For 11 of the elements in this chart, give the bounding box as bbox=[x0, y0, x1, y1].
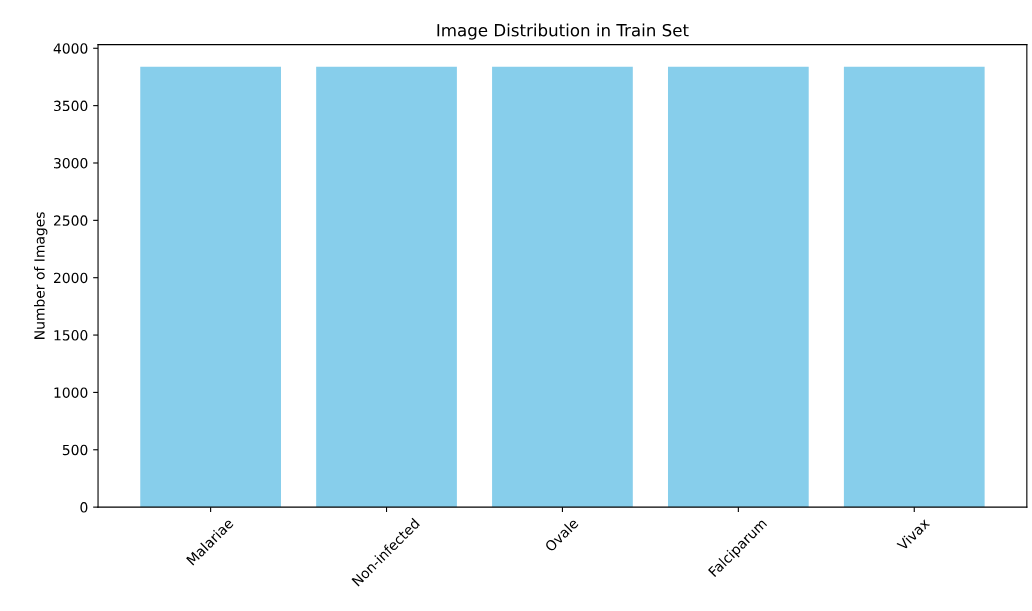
y-tick-label: 1000 bbox=[54, 387, 88, 398]
y-tick-label: 3500 bbox=[54, 100, 88, 112]
y-tick-label: 4000 bbox=[53, 43, 88, 54]
y-tick-label: 500 bbox=[62, 444, 88, 456]
chart-title: Image Distribution in Train Set bbox=[437, 23, 689, 40]
y-tick-label: 0 bbox=[80, 502, 88, 513]
y-tick-label: 2500 bbox=[53, 215, 88, 226]
y-axis-title: Number of Images bbox=[33, 212, 48, 339]
y-tick-label: 2000 bbox=[53, 272, 88, 284]
y-tick-label: 3000 bbox=[54, 157, 88, 169]
y-tick-label: 1500 bbox=[54, 330, 88, 341]
